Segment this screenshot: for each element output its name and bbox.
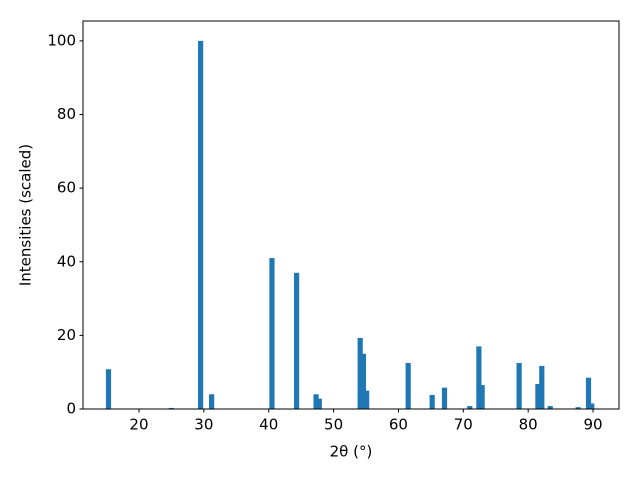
bar bbox=[516, 362, 522, 409]
x-tick-label: 40 bbox=[259, 416, 278, 434]
bar bbox=[539, 365, 545, 409]
bar bbox=[585, 377, 592, 409]
bar bbox=[269, 258, 275, 409]
x-tick-label: 50 bbox=[324, 416, 343, 434]
bar bbox=[105, 369, 112, 409]
x-tick-label: 70 bbox=[454, 416, 473, 434]
x-tick-label: 80 bbox=[519, 416, 538, 434]
plot-frame bbox=[82, 20, 620, 410]
y-tick-label: 60 bbox=[57, 179, 76, 197]
x-tick-label: 60 bbox=[389, 416, 408, 434]
bar bbox=[575, 407, 581, 409]
x-tick-label: 30 bbox=[194, 416, 213, 434]
bar bbox=[476, 346, 482, 409]
bar bbox=[168, 407, 175, 409]
bar bbox=[467, 406, 473, 409]
x-tick-label: 90 bbox=[584, 416, 603, 434]
bar bbox=[547, 406, 553, 409]
bar bbox=[198, 40, 204, 409]
bar bbox=[313, 394, 319, 409]
bar bbox=[535, 383, 541, 409]
bar bbox=[360, 353, 367, 409]
y-axis-label: Intensities (scaled) bbox=[17, 144, 35, 286]
bar bbox=[589, 403, 595, 409]
x-tick-label: 20 bbox=[129, 416, 148, 434]
bar bbox=[405, 362, 411, 409]
y-tick-label: 0 bbox=[66, 400, 76, 418]
y-tick-label: 100 bbox=[47, 31, 76, 49]
y-tick-label: 40 bbox=[57, 252, 76, 270]
bar bbox=[479, 385, 485, 409]
bar bbox=[429, 395, 435, 409]
y-tick-label: 80 bbox=[57, 105, 76, 123]
bar bbox=[357, 337, 363, 409]
y-tick-label: 20 bbox=[57, 326, 76, 344]
x-axis-label: 2θ (°) bbox=[330, 443, 373, 461]
bar bbox=[294, 272, 300, 409]
bar bbox=[209, 394, 215, 409]
bar bbox=[364, 390, 370, 409]
bar bbox=[316, 398, 322, 409]
bar bbox=[441, 387, 448, 409]
